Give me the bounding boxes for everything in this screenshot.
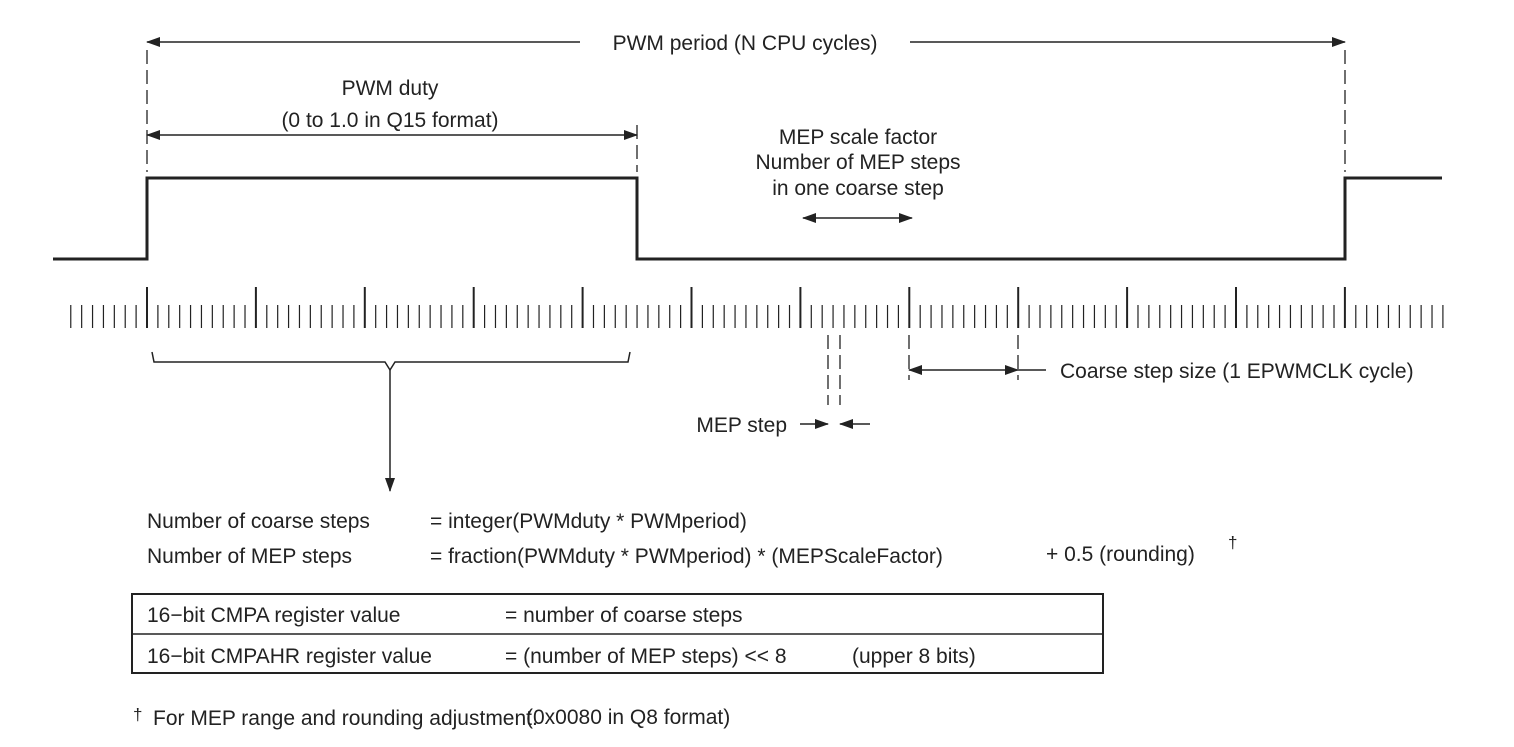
formula-expr: = integer(PWMduty * PWMperiod) <box>430 510 747 533</box>
brace <box>151 351 631 372</box>
footnote-mark: † <box>1228 533 1237 552</box>
formula-name: Number of MEP steps <box>147 545 352 568</box>
formula-expr: = fraction(PWMduty * PWMperiod) * (MEPSc… <box>430 545 943 568</box>
table-cell: (upper 8 bits) <box>852 645 976 668</box>
duty-label: (0 to 1.0 in Q15 format) <box>281 109 498 132</box>
footnote-note: (0x0080 in Q8 format) <box>526 706 730 729</box>
mep-scale-label: MEP scale factor <box>779 126 937 149</box>
footnote-text: For MEP range and rounding adjustment. <box>153 707 538 730</box>
duty-label: PWM duty <box>342 77 439 100</box>
formula-name: Number of coarse steps <box>147 510 370 533</box>
mep-step-label: MEP step <box>696 414 787 437</box>
mep-scale-label: in one coarse step <box>772 177 944 200</box>
formula-extra: + 0.5 (rounding) <box>1046 543 1195 566</box>
table-cell: = number of coarse steps <box>505 604 743 627</box>
time-ticks <box>70 287 1444 328</box>
period-label: PWM period (N CPU cycles) <box>613 32 878 55</box>
footnote-mark: † <box>133 705 142 724</box>
pwm-waveform <box>53 176 1442 261</box>
table-cell: 16−bit CMPAHR register value <box>147 645 432 668</box>
table-cell: 16−bit CMPA register value <box>147 604 401 627</box>
coarse-step-label: Coarse step size (1 EPWMCLK cycle) <box>1060 360 1414 383</box>
table-cell: = (number of MEP steps) << 8 <box>505 645 787 668</box>
mep-scale-label: Number of MEP steps <box>755 151 960 174</box>
